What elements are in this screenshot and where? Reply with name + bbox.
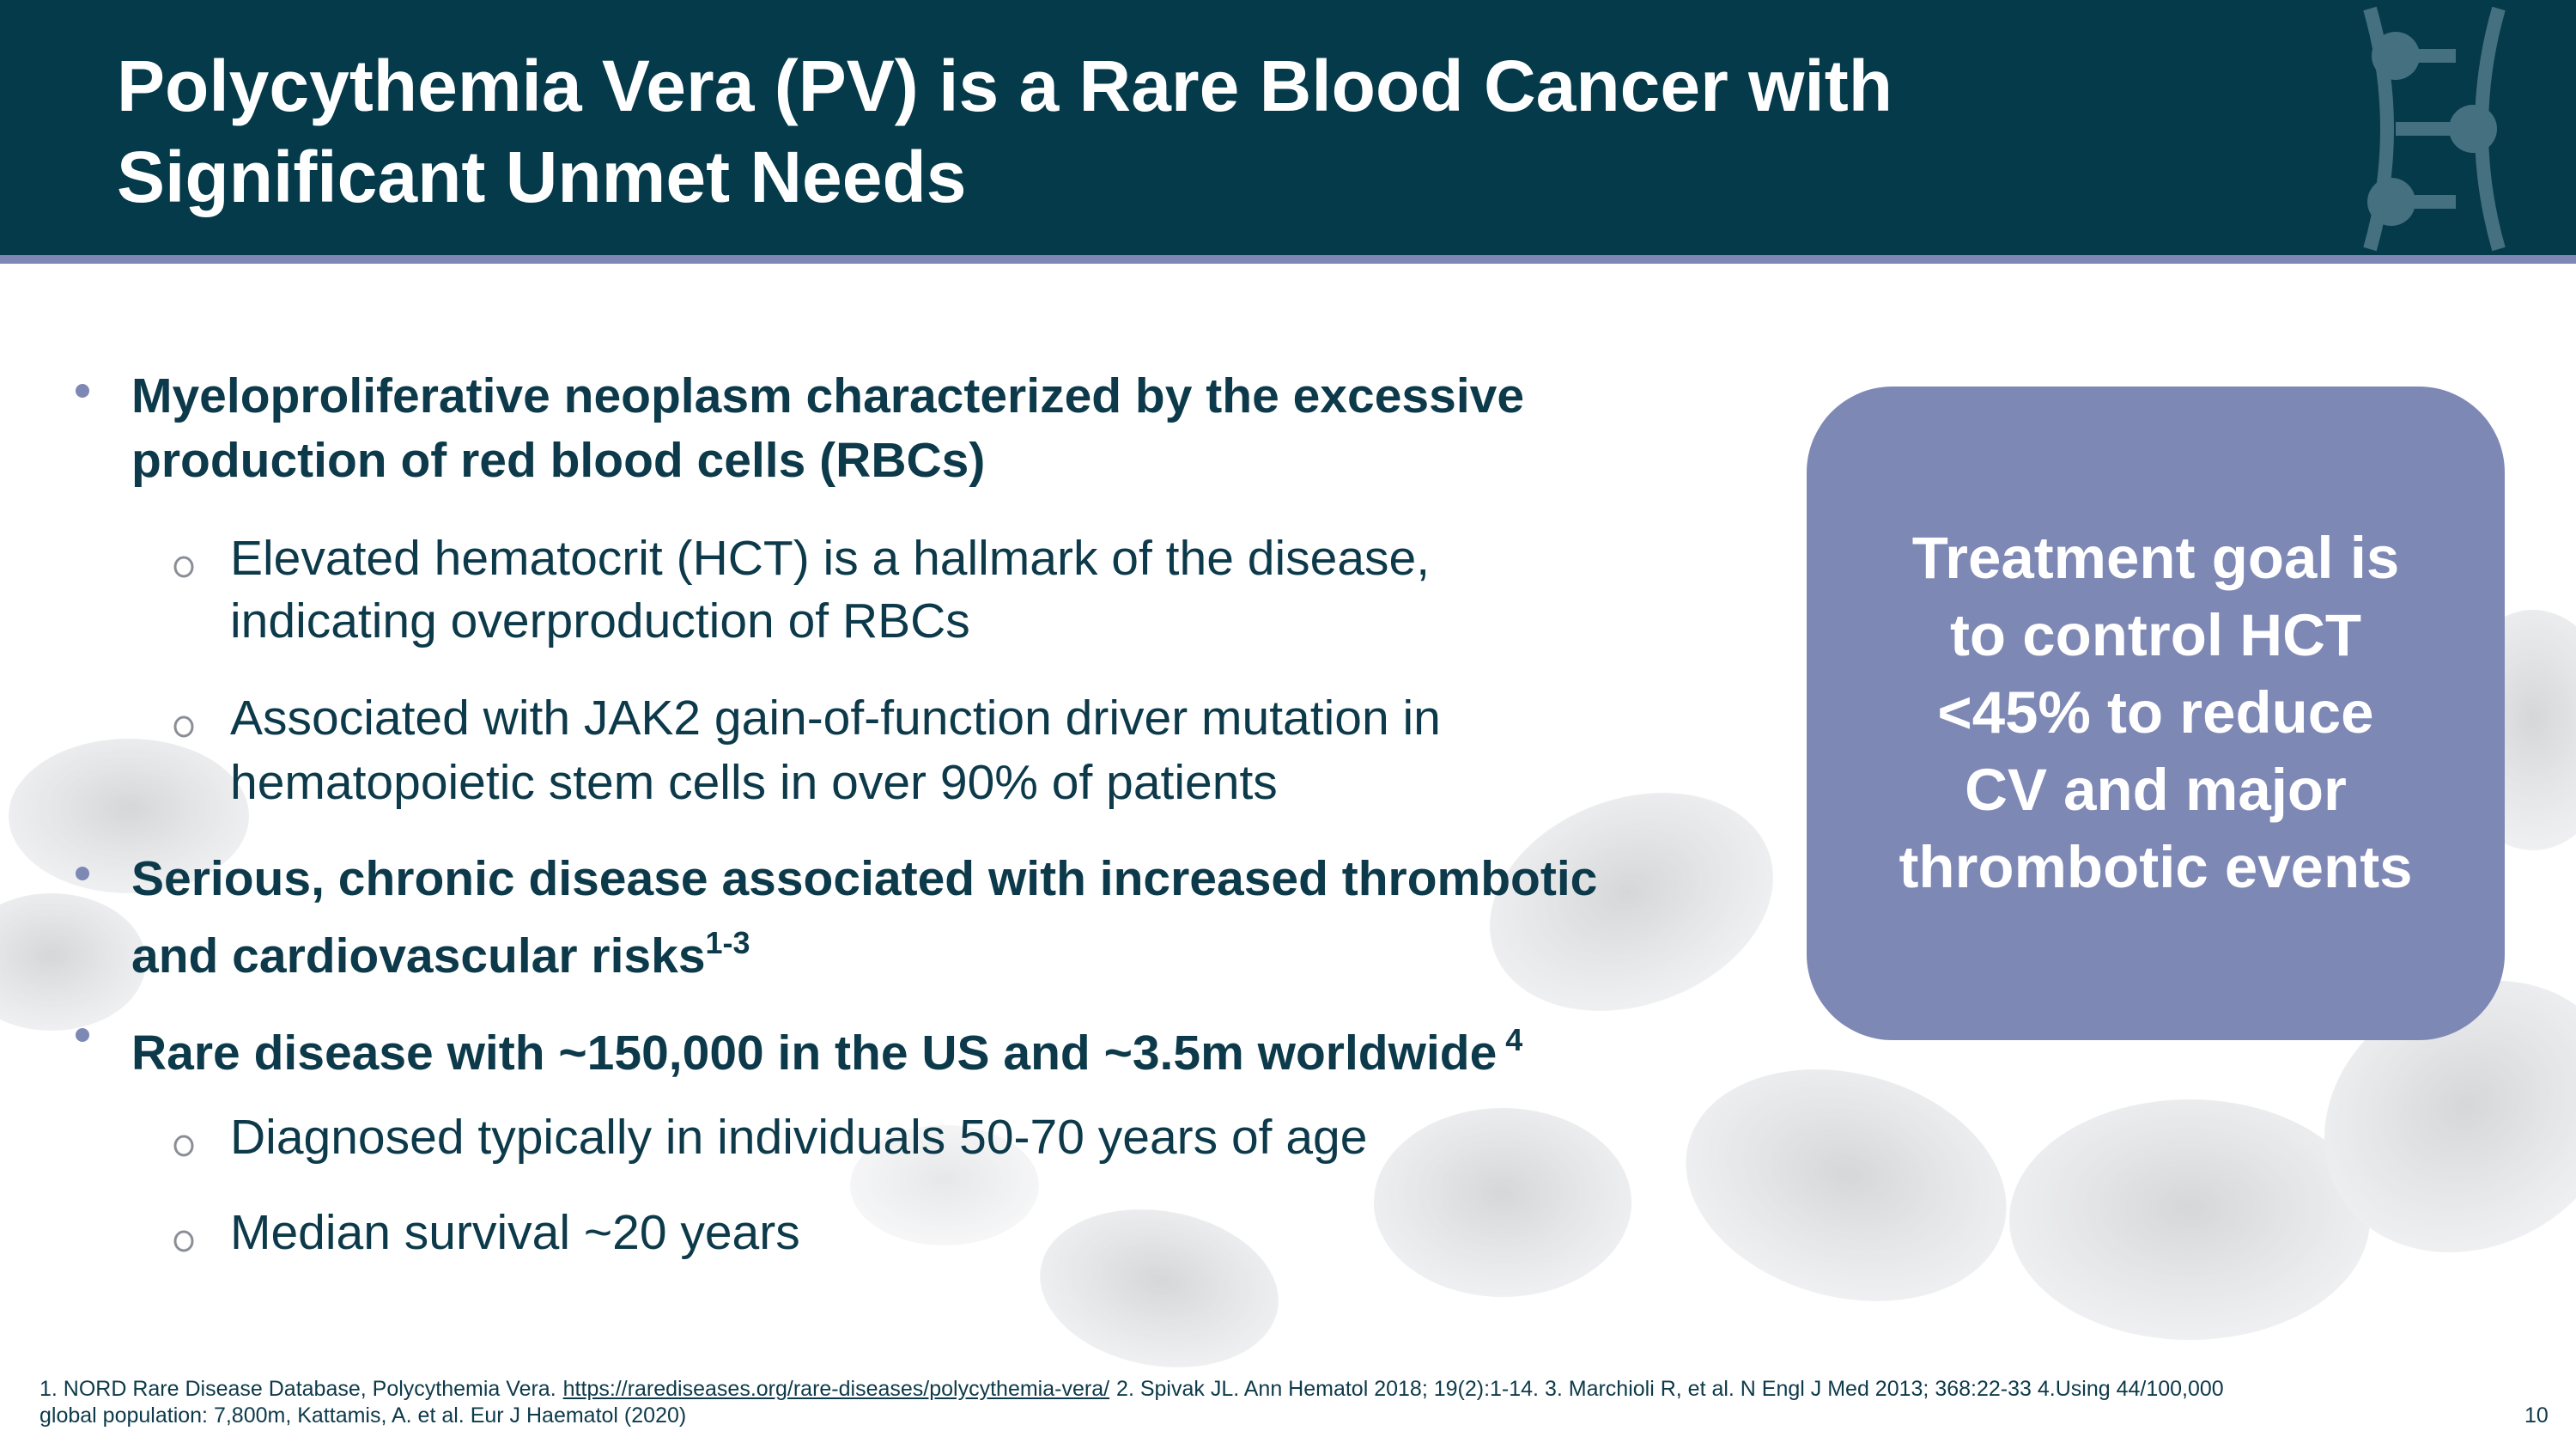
sub-bullet: [173, 1230, 194, 1252]
bullet-dot: [76, 384, 89, 398]
sub-bullet-text: indicating overproduction of RBCs: [230, 594, 970, 648]
callout-box: [1807, 387, 2505, 1040]
bullet-text: Rare disease with ~150,000 in the US and…: [131, 1026, 1498, 1081]
header-band: [0, 0, 2576, 255]
superscript: 4: [1505, 1022, 1523, 1057]
footnote: 1. NORD Rare Disease Database, Polycythe…: [39, 1376, 2224, 1403]
sub-bullet: [173, 556, 194, 578]
footnote-text: 2. Spivak JL. Ann Hematol 2018; 19(2):1-…: [1116, 1377, 2224, 1401]
page-number: 10: [2524, 1403, 2549, 1428]
sub-bullet-text: Median survival ~20 years: [230, 1205, 800, 1260]
callout-text: <45% to reduce: [1937, 679, 2374, 746]
superscript: 1-3: [705, 925, 750, 960]
callout-text: Treatment goal is: [1911, 525, 2400, 591]
bullet-text: Serious, chronic disease associated with…: [131, 851, 1598, 906]
title-line: Significant Unmet Needs: [117, 137, 967, 217]
bullet-markers: [76, 384, 194, 1252]
bullet-text: and cardiovascular risks: [131, 928, 706, 983]
bullet-text: Rare disease with ~150,000 in the US and…: [131, 1010, 1522, 1083]
footnote-text: global population: 7,800m, Kattamis, A. …: [39, 1403, 687, 1428]
logo-dots: [2367, 32, 2497, 226]
title-line: Polycythemia Vera (PV) is a Rare Blood C…: [117, 46, 1893, 126]
callout-text: thrombotic events: [1899, 834, 2413, 900]
sub-bullet: [173, 715, 194, 738]
footnote-text: 1. NORD Rare Disease Database, Polycythe…: [39, 1377, 556, 1401]
bullet-dot: [76, 1028, 89, 1042]
sub-bullet-text: hematopoietic stem cells in over 90% of …: [230, 755, 1278, 810]
callout-text: CV and major: [1965, 757, 2347, 823]
bullet-text: production of red blood cells (RBCs): [131, 433, 986, 488]
callout-text: to control HCT: [1949, 602, 2362, 668]
bullet-text: Myeloproliferative neoplasm characterize…: [131, 368, 1525, 423]
sub-bullet-text: Associated with JAK2 gain-of-function dr…: [230, 691, 1441, 746]
sub-bullet: [173, 1135, 194, 1157]
sub-bullet-text: Elevated hematocrit (HCT) is a hallmark …: [230, 531, 1431, 586]
sub-bullet-text: Diagnosed typically in individuals 50-70…: [230, 1110, 1368, 1165]
bullet-text: and cardiovascular risks1-3: [131, 913, 750, 986]
bullet-dot: [76, 867, 89, 880]
header-rule: [0, 255, 2576, 264]
footnote-link[interactable]: https://rarediseases.org/rare-diseases/p…: [562, 1377, 1110, 1401]
